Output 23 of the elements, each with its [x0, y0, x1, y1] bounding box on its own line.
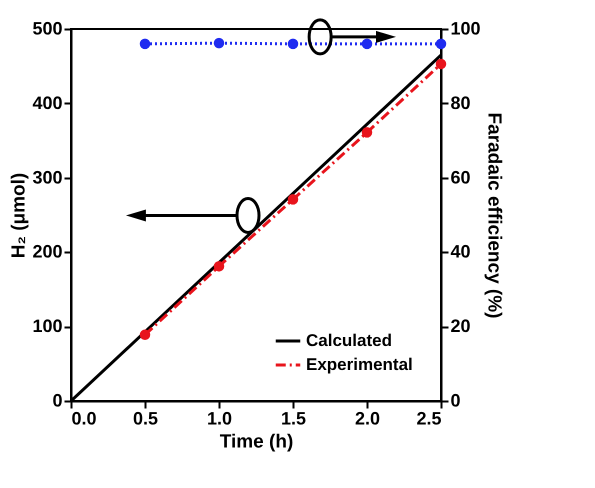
y2-tick-label: 60 — [450, 167, 471, 188]
x-tick-label: 2.5 — [416, 408, 442, 428]
y2-tick-label: 0 — [450, 390, 461, 410]
x-axis-title: Time (h) — [220, 432, 294, 452]
y-tick-label: 300 — [32, 167, 62, 188]
x-tick-label: 0.5 — [132, 408, 158, 428]
y2-axis-title: Faradaic efficiency (%) — [484, 112, 505, 318]
x-tick-label: 0.0 — [72, 408, 97, 428]
y2-tick-label: 100 — [450, 18, 481, 38]
x-tick-label: 2.0 — [354, 408, 380, 428]
legend-label: Experimental — [306, 355, 413, 374]
y-tick-label: 100 — [32, 316, 62, 336]
y2-tick-label: 40 — [450, 242, 471, 262]
y2-tick-label: 80 — [450, 92, 471, 113]
x-tick-label: 1.5 — [280, 408, 306, 428]
y-tick-label: 200 — [32, 242, 62, 262]
y2-tick-label: 20 — [450, 316, 471, 336]
y-tick-label: 500 — [32, 18, 62, 38]
x-tick-label: 1.0 — [206, 408, 232, 428]
y-axis-title: H₂ (μmol) — [8, 172, 30, 258]
y-tick-label: 400 — [32, 92, 62, 113]
legend-label: Calculated — [306, 331, 392, 350]
y-tick-label: 0 — [52, 390, 62, 410]
